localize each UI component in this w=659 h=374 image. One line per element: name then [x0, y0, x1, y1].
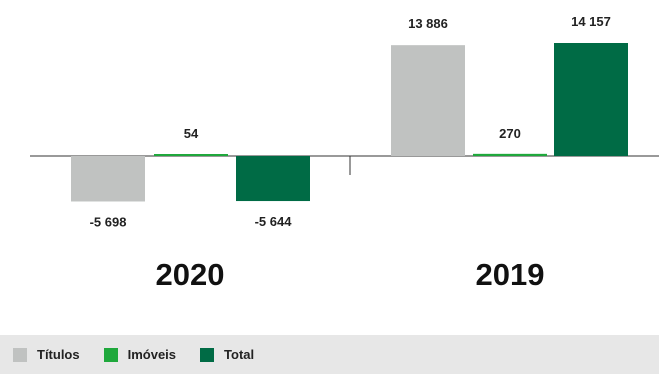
value-label-2019-imóveis: 270: [499, 126, 521, 141]
bar-2020-imóveis: [154, 154, 228, 156]
bar-chart: -5 698 54 -5 644 2020 13 886 270 14 157 2019: [30, 14, 659, 292]
bar-2019-total: [554, 43, 628, 156]
legend-label-total: Total: [224, 347, 255, 362]
bar-2019-títulos: [391, 45, 465, 156]
legend-item-total: Total: [200, 347, 254, 362]
bar-2020-total: [236, 156, 310, 202]
value-label-2020-imóveis: 54: [184, 126, 199, 141]
bar-2020-títulos: [71, 156, 145, 202]
value-label-2019-total: 14 157: [571, 14, 611, 29]
legend-item-titulos: Títulos: [13, 347, 80, 362]
legend-label-titulos: Títulos: [37, 347, 80, 362]
bar-2019-imóveis: [473, 153, 547, 156]
group-label-2019: 2019: [476, 257, 545, 292]
value-label-2020-títulos: -5 698: [90, 214, 127, 229]
legend-swatch-titulos: [13, 347, 27, 362]
value-label-2019-títulos: 13 886: [408, 16, 448, 31]
legend-item-imoveis: Imóveis: [103, 347, 177, 362]
legend: Títulos Imóveis Total: [0, 335, 659, 374]
legend-label-imoveis: Imóveis: [127, 347, 177, 362]
legend-swatch-imoveis: [103, 347, 118, 362]
value-label-2020-total: -5 644: [255, 214, 293, 229]
legend-swatch-total: [200, 347, 215, 362]
group-label-2020: 2020: [156, 257, 225, 292]
